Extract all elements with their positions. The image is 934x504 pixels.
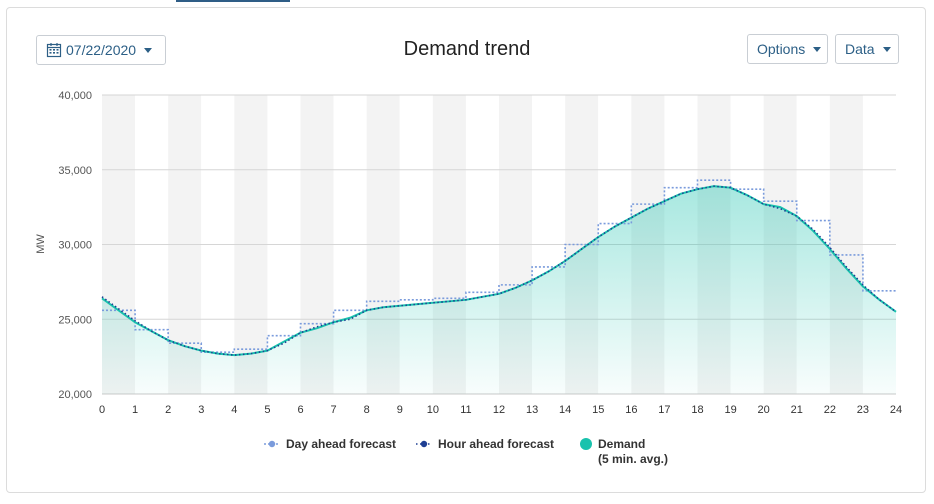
x-tick-label: 19: [724, 404, 736, 416]
y-tick-label: 25,000: [58, 314, 92, 326]
x-tick-label: 21: [791, 404, 803, 416]
legend-demand-label: Demand: [598, 437, 645, 451]
data-label: Data: [845, 41, 875, 57]
data-button[interactable]: Data: [835, 34, 899, 64]
y-tick-label: 35,000: [58, 165, 92, 177]
x-tick-label: 23: [857, 404, 869, 416]
legend-hour-ahead-label: Hour ahead forecast: [438, 437, 554, 451]
y-tick-label: 40,000: [58, 90, 92, 102]
legend-item-demand: Demand(5 min. avg.): [580, 437, 668, 466]
x-tick-label: 4: [231, 404, 237, 416]
x-tick-label: 10: [427, 404, 439, 416]
active-tab-indicator: [176, 0, 290, 2]
options-label: Options: [757, 41, 806, 57]
x-tick-label: 11: [460, 404, 471, 416]
chevron-down-icon: [144, 47, 153, 53]
x-tick-label: 6: [297, 404, 303, 416]
legend-item-hour-ahead: Hour ahead forecast: [416, 437, 554, 451]
x-tick-label: 24: [890, 404, 902, 416]
demand-area: [102, 186, 896, 394]
x-tick-label: 1: [132, 404, 138, 416]
legend-hour-ahead-marker: [420, 440, 428, 448]
legend-day-ahead-label: Day ahead forecast: [286, 437, 396, 451]
options-button[interactable]: Options: [747, 34, 828, 64]
series-lines: [101, 179, 897, 357]
legend-day-ahead-marker: [268, 440, 276, 448]
demand-area-fill: [102, 186, 896, 394]
x-axis: 0 1 2 3 4 5 6 7 8 9 10 11 12 13 14 15 16 17 18 19 20 21 22 23 24: [99, 404, 902, 416]
x-tick-label: 0: [99, 404, 105, 416]
x-tick-label: 5: [264, 404, 270, 416]
y-tick-label: 20,000: [58, 389, 92, 401]
legend: Day ahead forecast Hour ahead forecast Dem…: [264, 437, 668, 466]
x-tick-label: 20: [758, 404, 770, 416]
x-tick-label: 18: [691, 404, 703, 416]
x-tick-label: 15: [592, 404, 604, 416]
x-tick-label: 3: [198, 404, 204, 416]
x-tick-label: 22: [824, 404, 836, 416]
x-tick-label: 17: [658, 404, 670, 416]
x-tick-label: 14: [559, 404, 571, 416]
legend-demand-subtitle: (5 min. avg.): [598, 452, 668, 466]
x-tick-label: 16: [625, 404, 637, 416]
x-tick-label: 7: [331, 404, 337, 416]
date-label: 07/22/2020: [66, 42, 137, 58]
chart-title: Demand trend: [403, 38, 531, 60]
date-picker-button[interactable]: 07/22/2020: [36, 35, 166, 65]
x-tick-label: 2: [165, 404, 171, 416]
x-tick-label: 9: [397, 404, 403, 416]
x-tick-label: 8: [364, 404, 370, 416]
x-tick-label: 12: [493, 404, 505, 416]
x-tick-label: 13: [526, 404, 538, 416]
day-ahead-forecast-line: [102, 179, 896, 353]
calendar-icon: [46, 43, 62, 58]
legend-demand-marker: [580, 438, 592, 450]
chevron-down-icon: [882, 46, 891, 52]
y-tick-label: 30,000: [58, 240, 92, 252]
y-axis-label: MW: [35, 234, 47, 254]
legend-item-day-ahead: Day ahead forecast: [264, 437, 396, 451]
chevron-down-icon: [813, 46, 822, 52]
demand-line: [101, 185, 897, 357]
y-axis: 20,000 25,000 30,000 35,000 40,000: [58, 90, 92, 401]
